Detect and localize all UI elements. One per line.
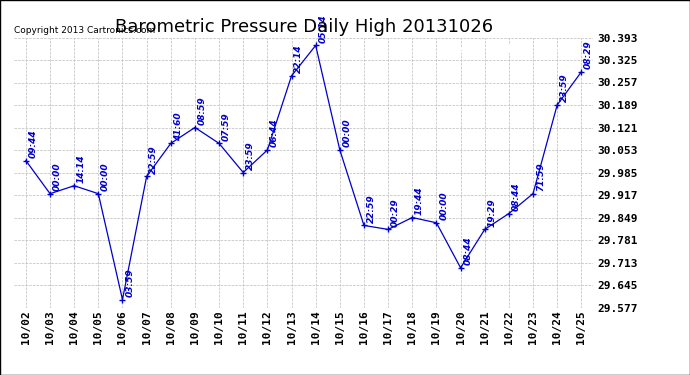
Text: 06:44: 06:44 <box>270 118 279 147</box>
Text: 08:59: 08:59 <box>198 96 207 125</box>
Text: 08:44: 08:44 <box>464 236 473 265</box>
Text: 71:59: 71:59 <box>536 162 545 191</box>
Text: 00:29: 00:29 <box>391 198 400 226</box>
Text: 23:59: 23:59 <box>560 74 569 102</box>
Text: Copyright 2013 Cartronics.com: Copyright 2013 Cartronics.com <box>14 26 155 35</box>
Text: 22:14: 22:14 <box>295 45 304 73</box>
Text: 22:59: 22:59 <box>367 194 376 223</box>
Text: 00:00: 00:00 <box>343 118 352 147</box>
Text: 00:00: 00:00 <box>101 162 110 191</box>
Text: 08:29: 08:29 <box>584 40 593 69</box>
Text: 09:44: 09:44 <box>29 129 38 158</box>
Text: 07:59: 07:59 <box>222 112 231 141</box>
Text: Pressure  (Inches/Hg): Pressure (Inches/Hg) <box>439 45 574 55</box>
Text: 19:44: 19:44 <box>415 186 424 215</box>
Text: 22:59: 22:59 <box>150 145 159 174</box>
Text: 00:00: 00:00 <box>440 191 449 220</box>
Text: 08:44: 08:44 <box>512 182 521 211</box>
Text: 19:29: 19:29 <box>488 198 497 226</box>
Title: Barometric Pressure Daily High 20131026: Barometric Pressure Daily High 20131026 <box>115 18 493 36</box>
Text: 41:60: 41:60 <box>174 112 183 141</box>
Text: 23:59: 23:59 <box>246 141 255 170</box>
Text: 00:00: 00:00 <box>53 162 62 191</box>
Text: 05:14: 05:14 <box>319 14 328 43</box>
Text: 03:59: 03:59 <box>126 268 135 297</box>
Text: 14:14: 14:14 <box>77 154 86 183</box>
